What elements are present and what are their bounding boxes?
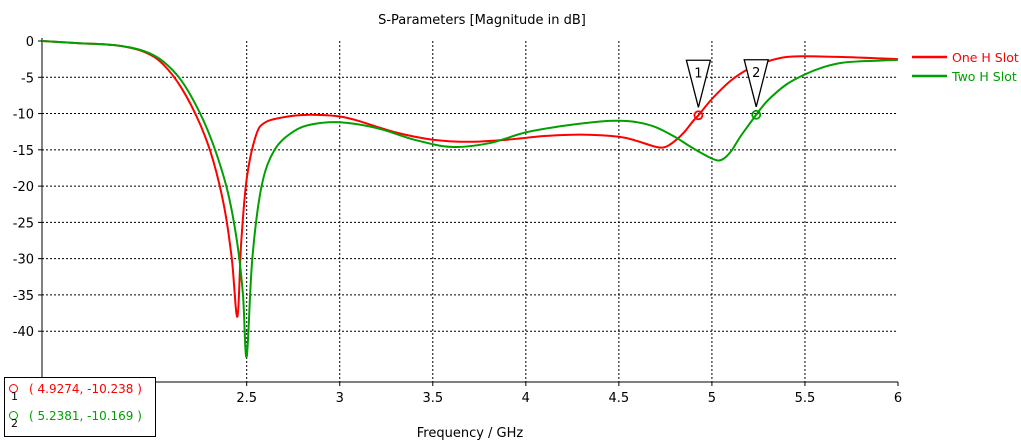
y-tick-label: -20 xyxy=(13,180,34,195)
y-tick-label: -25 xyxy=(13,216,34,231)
y-tick-label: -40 xyxy=(13,325,34,340)
legend: One H Slot Two H Slot xyxy=(912,50,1019,84)
marker-point xyxy=(751,109,762,120)
marker-index: 1 xyxy=(11,390,18,403)
legend-label: Two H Slot xyxy=(951,69,1017,84)
x-tick-label: 6 xyxy=(894,391,902,406)
marker-flag-label: 1 xyxy=(694,66,702,81)
series-line-two-h-slot xyxy=(41,40,899,358)
marker-flag-label: 2 xyxy=(752,66,760,81)
marker-flag xyxy=(743,59,770,107)
y-tick-label: -10 xyxy=(13,108,34,123)
marker-ring-icon xyxy=(9,411,18,420)
x-tick-label: 3.5 xyxy=(422,391,443,406)
data-series xyxy=(41,40,899,358)
legend-label: One H Slot xyxy=(952,50,1019,65)
y-tick-label: -35 xyxy=(13,289,34,304)
x-tick-label: 3 xyxy=(336,391,344,406)
y-tick-label: -5 xyxy=(21,71,34,86)
series-line-one-h-slot xyxy=(41,40,899,318)
x-tick-label: 5 xyxy=(708,391,716,406)
x-tick-label: 4.5 xyxy=(609,391,630,406)
marker-readout-value: ( 5.2381, -10.169 ) xyxy=(29,409,142,423)
marker-index: 2 xyxy=(11,417,18,430)
x-axis-label: Frequency / GHz xyxy=(417,426,524,440)
marker-flag xyxy=(685,59,712,108)
x-tick-label: 4 xyxy=(522,391,530,406)
y-tick-label: -30 xyxy=(13,253,34,268)
x-tick-label: 5.5 xyxy=(795,391,816,406)
marker-readout-value: ( 4.9274, -10.238 ) xyxy=(29,382,142,396)
y-tick-label: -15 xyxy=(13,144,34,159)
marker-ring-icon xyxy=(9,384,18,393)
axes: 2.5 3 3.5 4 4.5 5 5.5 6 0 -5 -10 -15 -20 -25 -30 -35 -40 xyxy=(13,35,902,406)
y-tick-label: 0 xyxy=(26,35,34,50)
x-tick-label: 2.5 xyxy=(236,391,257,406)
chart-title: S-Parameters [Magnitude in dB] xyxy=(378,13,586,28)
marker-point xyxy=(693,110,704,121)
marker-readout-box: 1 ( 4.9274, -10.238 ) 2 ( 5.2381, -10.16… xyxy=(4,377,156,437)
